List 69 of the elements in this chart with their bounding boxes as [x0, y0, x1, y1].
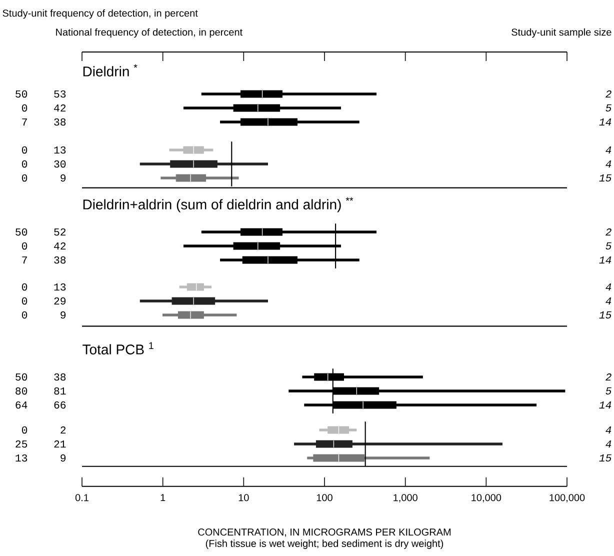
text: 0	[22, 426, 28, 434]
text: 0	[22, 104, 28, 112]
text: 25	[16, 440, 28, 448]
text: Study-unit frequency of detection, in percent	[2, 9, 198, 19]
text: 2	[606, 373, 612, 381]
text: 50	[16, 90, 28, 98]
y-tick-label: 29	[54, 297, 66, 305]
text: 5	[606, 387, 612, 395]
y-tick-label: 52	[54, 228, 66, 236]
x-tick-label: 100	[316, 494, 332, 502]
y-tick-label: 38	[54, 256, 66, 264]
text: 0	[22, 242, 28, 250]
text: 5	[606, 104, 612, 112]
text: 2	[606, 90, 612, 98]
text: 2	[606, 228, 612, 236]
text: 64	[16, 401, 28, 409]
text: 14	[599, 118, 612, 126]
chart-title: Total PCB $^{1}$	[82, 342, 154, 354]
y-tick-label: 42	[54, 104, 66, 112]
text: 50	[16, 373, 28, 381]
y-tick-label: 9	[60, 311, 66, 319]
text: 15	[599, 174, 612, 182]
y-tick-label: 81	[54, 387, 66, 395]
y-tick-label: 38	[54, 373, 66, 381]
text: 0	[22, 283, 28, 291]
text: 80	[16, 387, 28, 395]
text: 4	[606, 426, 612, 434]
text: 0	[22, 160, 28, 168]
text: 15	[599, 311, 612, 319]
y-tick-label: 21	[54, 440, 66, 448]
y-tick-label: 13	[54, 283, 66, 291]
text: 14	[599, 401, 612, 408]
text: 4	[606, 160, 612, 168]
x-tick-label: 10,000	[472, 494, 502, 502]
y-tick-label: 9	[60, 454, 66, 462]
x-tick-label: 1	[160, 494, 166, 501]
text: 0	[22, 174, 28, 182]
y-tick-label: 13	[54, 146, 66, 154]
y-tick-label: 53	[54, 90, 66, 98]
text: 0	[22, 297, 28, 305]
text: (Fish tissue is wet weight; bed sediment is dry weight)	[206, 540, 444, 549]
text: 50	[16, 228, 28, 236]
text: Study-unit sample size	[512, 28, 612, 38]
text: 7	[22, 118, 27, 126]
chart-title: Dieldrin $^{*}$	[83, 64, 138, 76]
x-axis-title: CONCENTRATION, IN MICROGRAMS PER KILOGRAM	[198, 528, 451, 537]
text: National frequency of detection, in percent	[56, 28, 242, 38]
y-tick-label: 66	[54, 401, 66, 409]
text: 13	[16, 454, 28, 462]
y-tick-label: 30	[54, 160, 66, 168]
text: 7	[22, 256, 27, 264]
y-tick-label: 42	[54, 242, 66, 250]
text: 4	[606, 146, 612, 154]
text: 0	[22, 146, 28, 154]
y-tick-label: 38	[54, 118, 66, 126]
text: 4	[606, 297, 612, 304]
text: 5	[606, 242, 612, 250]
x-tick-label: 0.1	[75, 494, 88, 502]
text: 15	[599, 454, 612, 462]
text: 14	[599, 256, 612, 264]
x-tick-label: 100,000	[550, 494, 585, 502]
text: 4	[606, 440, 612, 448]
chart-title: Dieldrin+aldrin (sum of dieldrin and aldrin) $^{**}$	[83, 197, 354, 212]
y-tick-label: 2	[60, 426, 66, 434]
text: 4	[606, 283, 612, 290]
x-tick-label: 1,000	[394, 494, 418, 502]
text: 0	[22, 311, 28, 319]
y-tick-label: 9	[60, 174, 66, 182]
x-tick-label: 10	[238, 494, 249, 502]
